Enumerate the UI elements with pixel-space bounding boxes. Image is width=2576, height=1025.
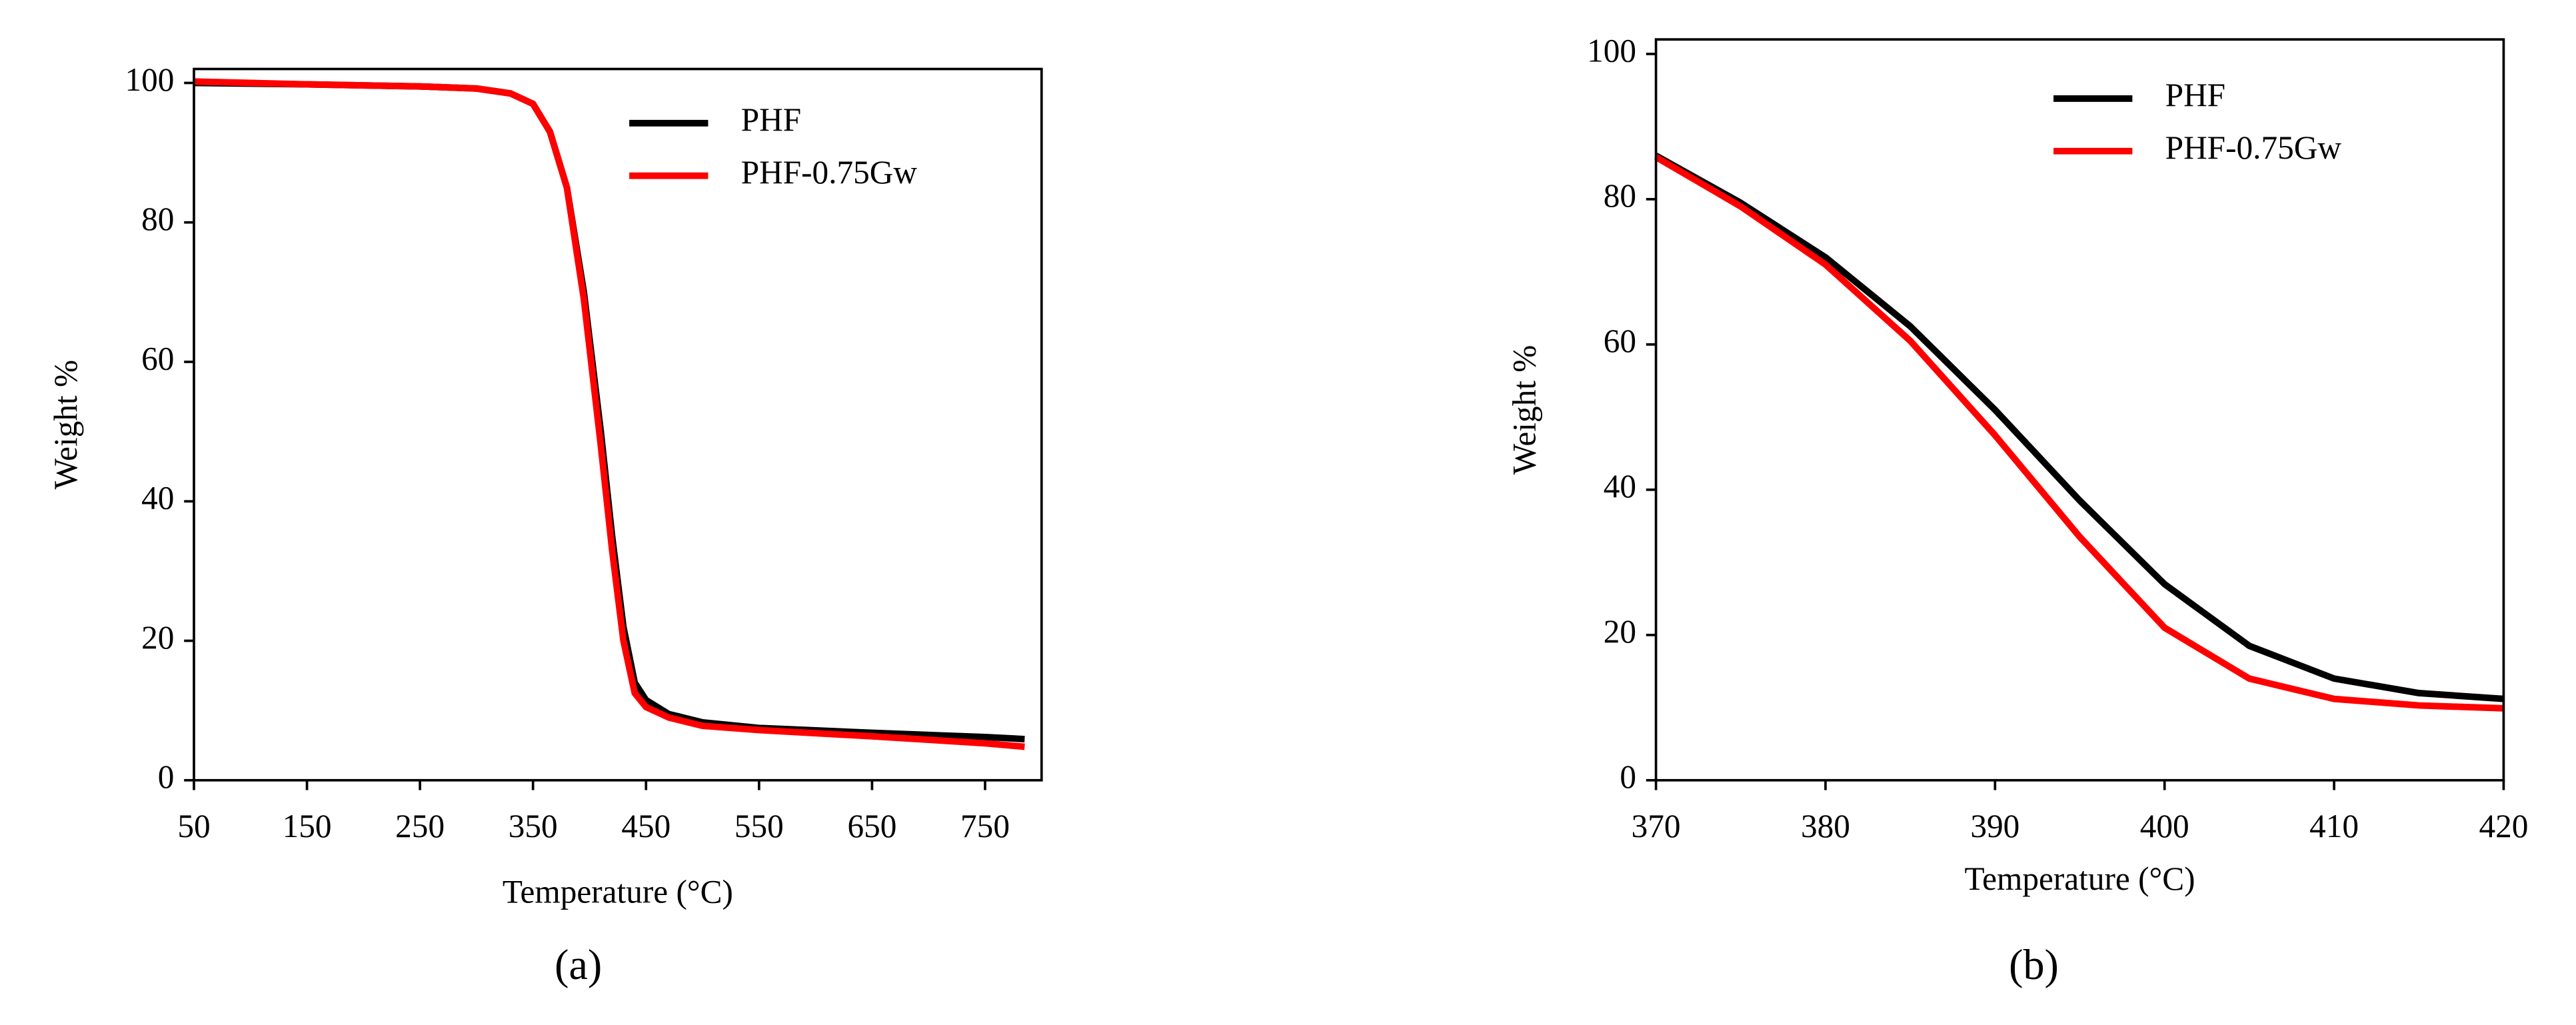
plot-frame — [1654, 38, 2505, 782]
y-axis-label: Weight % — [47, 360, 84, 489]
y-tick-label: 0 — [158, 758, 175, 795]
y-tick-label: 100 — [1587, 32, 1636, 69]
y-tick-label: 20 — [141, 619, 174, 656]
plot-frame — [193, 67, 1043, 782]
legend-label: PHF — [2165, 77, 2225, 113]
panel-caption: (b) — [2009, 941, 2059, 988]
data-line — [193, 78, 1025, 750]
data-line — [1654, 154, 2504, 712]
x-tick-label: 650 — [847, 808, 896, 844]
y-tick-label: 20 — [1604, 613, 1636, 650]
y-axis-label: Weight % — [1506, 345, 1543, 475]
x-tick-label: 350 — [509, 808, 558, 844]
data-line — [1654, 153, 2504, 702]
y-tick-label: 100 — [125, 61, 174, 98]
x-tick-label: 400 — [2140, 808, 2189, 844]
y-tick-label: 0 — [1620, 758, 1636, 795]
x-tick-label: 390 — [1970, 808, 2019, 844]
legend-label: PHF-0.75Gw — [2165, 129, 2342, 166]
x-tick-label: 150 — [283, 808, 332, 844]
x-axis-label: Temperature (°C) — [503, 874, 733, 910]
x-tick-label: 380 — [1801, 808, 1850, 844]
x-tick-label: 450 — [621, 808, 670, 844]
legend-label: PHF — [741, 101, 801, 138]
y-tick-label: 60 — [1604, 323, 1636, 359]
panel-caption: (a) — [555, 941, 602, 988]
y-tick-label: 80 — [141, 201, 174, 237]
x-tick-label: 420 — [2479, 808, 2528, 844]
x-tick-label: 250 — [395, 808, 445, 844]
y-tick-label: 80 — [1604, 177, 1636, 214]
legend-label: PHF-0.75Gw — [741, 154, 918, 191]
x-tick-label: 410 — [2309, 808, 2359, 844]
x-tick-label: 50 — [177, 808, 210, 844]
x-tick-label: 370 — [1632, 808, 1681, 844]
x-tick-label: 550 — [734, 808, 784, 844]
x-tick-label: 750 — [960, 808, 1010, 844]
y-tick-label: 40 — [141, 480, 174, 516]
y-tick-label: 60 — [141, 340, 174, 377]
y-tick-label: 40 — [1604, 468, 1636, 505]
x-axis-label: Temperature (°C) — [1964, 860, 2195, 897]
